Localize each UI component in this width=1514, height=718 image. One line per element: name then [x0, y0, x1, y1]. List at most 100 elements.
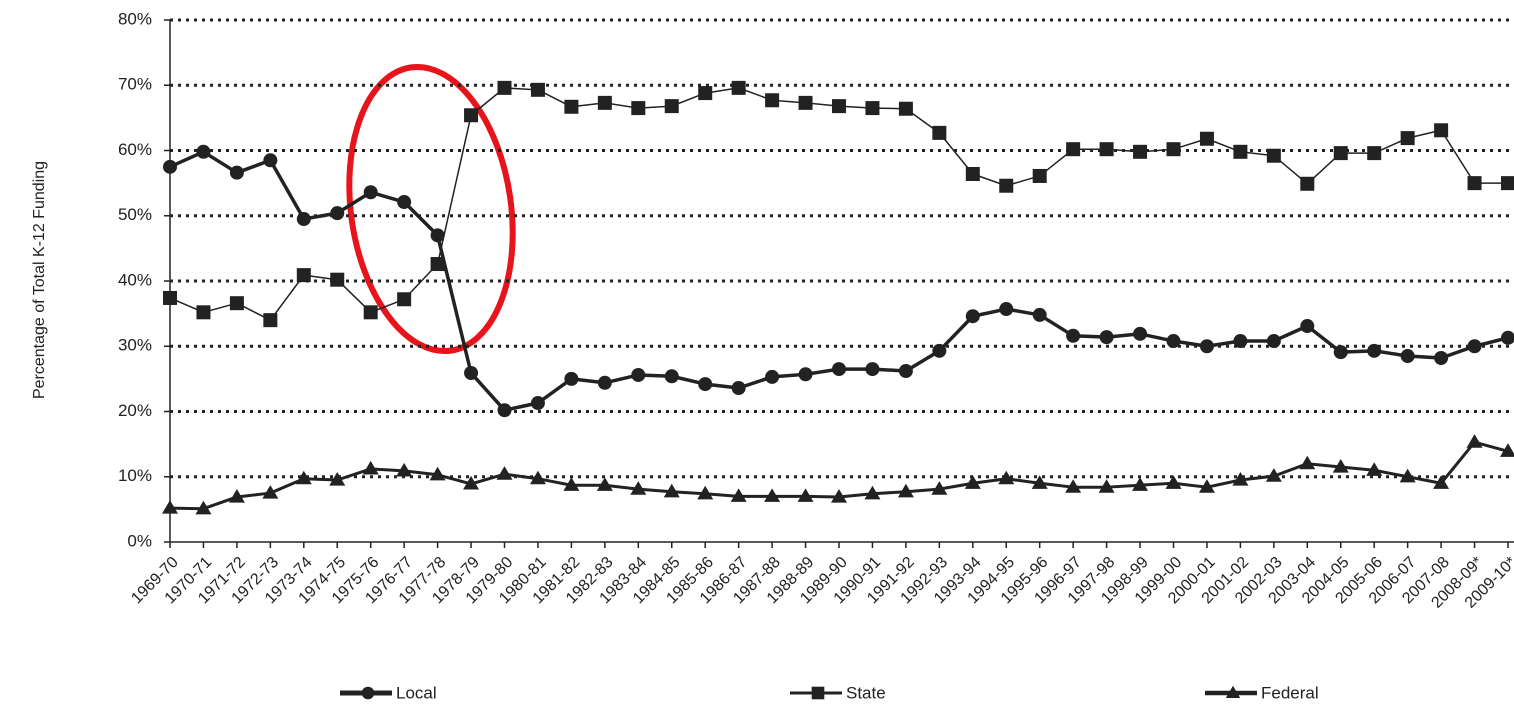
data-point: [1165, 475, 1182, 489]
y-tick-label: 60%: [118, 140, 152, 159]
data-point: [229, 165, 244, 180]
data-point: [1366, 462, 1383, 476]
data-point: [596, 477, 613, 491]
data-point: [1066, 142, 1081, 157]
data-point: [864, 485, 881, 500]
legend-marker: [811, 686, 825, 700]
data-point: [163, 159, 177, 174]
data-point: [1266, 334, 1281, 349]
data-point: [999, 178, 1014, 193]
data-point: [464, 366, 479, 381]
data-point: [196, 305, 211, 320]
data-point: [1300, 319, 1315, 334]
legend-label: State: [846, 683, 886, 702]
data-point: [897, 483, 914, 498]
y-tick-label: 20%: [118, 401, 152, 420]
data-point: [497, 403, 512, 418]
data-point: [597, 95, 612, 110]
data-point: [1031, 475, 1048, 489]
data-point: [396, 462, 413, 477]
data-point: [1467, 339, 1482, 354]
data-point: [1400, 131, 1415, 146]
legend-label: Local: [396, 683, 437, 702]
data-point: [497, 80, 512, 95]
data-point: [330, 272, 345, 287]
data-point: [296, 268, 311, 283]
data-point: [430, 228, 445, 243]
data-point: [463, 475, 480, 490]
data-point: [1266, 148, 1281, 163]
data-point: [397, 292, 412, 307]
data-point: [898, 364, 913, 379]
data-point: [798, 367, 813, 382]
data-point: [563, 477, 580, 491]
data-point: [1065, 479, 1082, 493]
data-point: [630, 481, 647, 495]
highlight-ellipse: [346, 63, 516, 355]
data-point: [797, 488, 814, 502]
data-point: [229, 296, 244, 311]
data-point: [932, 125, 947, 140]
data-point: [1133, 144, 1148, 159]
data-point: [832, 362, 846, 377]
data-point: [932, 343, 947, 358]
data-point: [1433, 475, 1450, 489]
data-point: [1032, 168, 1047, 183]
data-point: [730, 488, 747, 502]
data-point: [731, 80, 746, 95]
data-point: [1434, 123, 1449, 138]
data-point: [163, 290, 177, 305]
y-axis-label: Percentage of Total K-12 Funding: [31, 161, 48, 399]
y-tick-label: 80%: [118, 9, 152, 28]
data-point: [162, 500, 178, 514]
data-point: [1166, 334, 1181, 349]
data-point: [664, 369, 679, 384]
data-point: [597, 375, 612, 390]
data-point: [832, 99, 846, 114]
data-point: [196, 144, 211, 159]
y-tick-label: 70%: [118, 75, 152, 94]
data-point: [397, 195, 412, 210]
data-point: [362, 460, 379, 475]
data-point: [263, 153, 278, 168]
y-tick-label: 10%: [118, 466, 152, 485]
data-point: [363, 305, 378, 320]
data-point: [1233, 144, 1248, 159]
data-point: [1099, 330, 1114, 345]
data-point: [1199, 339, 1214, 354]
data-point: [1066, 328, 1081, 343]
y-tick-label: 30%: [118, 336, 152, 355]
data-point: [764, 488, 781, 502]
data-point: [529, 470, 546, 485]
data-point: [295, 470, 312, 485]
data-point: [965, 309, 980, 324]
data-point: [1466, 434, 1483, 448]
data-point: [965, 166, 980, 181]
data-point: [698, 86, 713, 101]
data-point: [931, 481, 948, 495]
data-point: [663, 483, 680, 498]
data-point: [564, 99, 579, 114]
data-point: [1367, 146, 1382, 161]
data-point: [329, 472, 346, 486]
data-point: [1198, 479, 1215, 493]
data-point: [530, 396, 545, 411]
data-point: [496, 466, 513, 480]
data-point: [765, 369, 780, 384]
data-point: [1166, 142, 1181, 157]
data-point: [765, 93, 780, 108]
data-point: [330, 206, 345, 221]
data-point: [1099, 142, 1114, 157]
data-point: [1032, 307, 1047, 322]
data-point: [429, 466, 446, 481]
y-tick-label: 0%: [127, 531, 152, 550]
data-point: [1501, 176, 1514, 191]
data-point: [1501, 330, 1514, 345]
data-point: [1098, 479, 1115, 493]
data-point: [631, 101, 646, 116]
data-point: [296, 212, 311, 227]
data-point: [1199, 131, 1214, 146]
y-tick-label: 40%: [118, 270, 152, 289]
data-point: [865, 362, 880, 377]
